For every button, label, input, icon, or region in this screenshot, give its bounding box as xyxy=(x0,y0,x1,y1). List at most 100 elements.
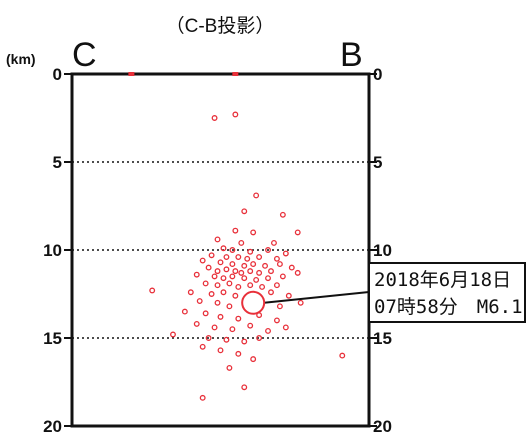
aftershock-point xyxy=(268,289,274,296)
aftershock-point xyxy=(229,326,236,333)
aftershock-point xyxy=(273,255,280,262)
aftershock-point xyxy=(214,268,221,275)
aftershock-point xyxy=(208,291,215,297)
aftershock-point xyxy=(205,264,212,271)
aftershock-point xyxy=(282,250,289,257)
aftershock-point xyxy=(250,356,257,363)
aftershock-point xyxy=(199,394,206,401)
endpoint-c-label: C xyxy=(72,36,97,74)
aftershock-point xyxy=(196,298,203,304)
aftershock-point xyxy=(268,268,274,275)
aftershock-point xyxy=(193,320,200,327)
mainshock-marker xyxy=(241,290,266,315)
aftershock-point xyxy=(250,229,257,236)
aftershock-points xyxy=(149,111,346,401)
aftershock-point xyxy=(199,257,206,264)
aftershock-point xyxy=(223,254,230,260)
left-tick-label: 20 xyxy=(43,417,62,432)
aftershock-point xyxy=(220,289,227,296)
aftershock-point xyxy=(276,303,283,310)
aftershock-point xyxy=(229,261,236,268)
surface-markers xyxy=(128,72,239,76)
aftershock-point xyxy=(297,299,304,306)
projection-title: （C-B投影） xyxy=(166,15,275,37)
depth-axis-ticks: 0 0 5 5 10 10 15 15 20 20 xyxy=(43,65,392,432)
aftershock-point xyxy=(235,254,242,260)
aftershock-point xyxy=(241,384,248,391)
aftershock-point xyxy=(256,269,263,276)
aftershock-point xyxy=(238,269,245,276)
surface-marker xyxy=(128,72,135,76)
aftershock-point xyxy=(211,273,218,280)
aftershock-point xyxy=(288,264,295,271)
aftershock-point xyxy=(244,255,251,262)
aftershock-point xyxy=(294,269,301,276)
mainshock-leader-line xyxy=(264,291,370,304)
aftershock-point xyxy=(202,310,209,317)
endpoint-b-label: B xyxy=(340,36,363,74)
aftershock-point xyxy=(241,208,248,215)
aftershock-point xyxy=(235,315,242,322)
mainshock-group: 2018年6月18日 07時58分 M6.1 xyxy=(241,262,526,323)
left-tick-label: 0 xyxy=(53,65,62,84)
aftershock-point xyxy=(223,336,230,343)
aftershock-point xyxy=(247,268,254,275)
mainshock-time-magnitude-label: 07時58分 M6.1 xyxy=(374,296,523,318)
right-tick-label: 10 xyxy=(373,241,392,260)
aftershock-point xyxy=(170,331,176,338)
aftershock-point xyxy=(256,335,263,341)
aftershock-point xyxy=(220,245,227,252)
aftershock-point xyxy=(229,247,236,253)
aftershock-point xyxy=(235,284,242,290)
mainshock-date-label: 2018年6月18日 xyxy=(374,269,511,291)
aftershock-point xyxy=(265,275,271,282)
aftershock-point xyxy=(241,338,248,345)
aftershock-point xyxy=(253,192,260,199)
aftershock-point xyxy=(217,259,224,266)
aftershock-point xyxy=(271,240,277,246)
aftershock-point xyxy=(273,282,280,289)
aftershock-point xyxy=(229,273,236,280)
aftershock-point xyxy=(232,268,239,275)
aftershock-point xyxy=(217,313,224,320)
aftershock-point xyxy=(223,266,230,273)
aftershock-point xyxy=(265,328,271,334)
aftershock-point xyxy=(339,352,346,359)
aftershock-point xyxy=(253,276,260,283)
aftershock-point xyxy=(256,254,263,260)
aftershock-point xyxy=(214,299,221,306)
right-tick-label: 20 xyxy=(373,417,392,432)
aftershock-point xyxy=(273,317,280,324)
aftershock-point xyxy=(214,282,221,289)
right-tick-label: 15 xyxy=(373,329,392,348)
left-tick-label: 15 xyxy=(43,329,62,348)
aftershock-point xyxy=(149,287,156,294)
aftershock-point xyxy=(199,343,206,350)
aftershock-point xyxy=(226,280,233,287)
aftershock-point xyxy=(208,252,215,259)
aftershock-point xyxy=(232,292,239,299)
aftershock-point xyxy=(202,280,209,287)
aftershock-point xyxy=(214,236,221,243)
aftershock-point xyxy=(262,262,268,269)
aftershock-point xyxy=(226,364,233,371)
aftershock-point xyxy=(285,292,292,299)
aftershock-point xyxy=(241,275,248,282)
aftershock-point xyxy=(211,324,218,331)
right-tick-label: 0 xyxy=(373,65,382,84)
left-tick-label: 10 xyxy=(43,241,62,260)
aftershock-point xyxy=(250,261,257,268)
aftershock-point xyxy=(259,284,266,290)
aftershock-point xyxy=(181,308,188,315)
left-tick-label: 5 xyxy=(53,153,62,172)
aftershock-point xyxy=(232,111,239,118)
aftershock-point xyxy=(211,115,218,121)
depth-gridlines xyxy=(72,161,369,339)
mainshock-annotation-box xyxy=(368,262,526,323)
aftershock-point xyxy=(193,271,200,278)
aftershock-point xyxy=(187,289,194,296)
plot-frame xyxy=(70,72,371,428)
aftershock-point xyxy=(247,248,254,255)
aftershock-point xyxy=(205,335,212,341)
